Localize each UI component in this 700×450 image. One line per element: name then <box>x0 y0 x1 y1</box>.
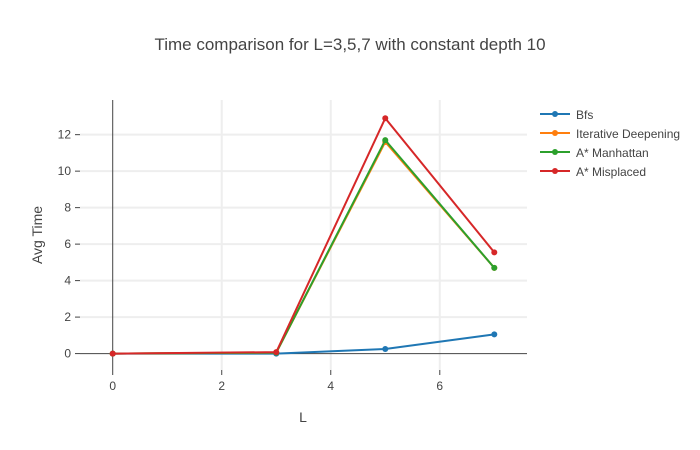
y-tick-label: 6 <box>64 237 71 251</box>
y-tick-label: 8 <box>64 201 71 215</box>
legend-swatch-marker <box>552 111 558 117</box>
chart-title: Time comparison for L=3,5,7 with constan… <box>154 35 546 54</box>
data-point-a-misplaced <box>382 115 389 122</box>
legend-swatch-marker <box>552 149 558 155</box>
data-point-bfs <box>491 331 498 338</box>
x-tick-label: 0 <box>109 379 116 393</box>
series-line-iterative-deepening <box>112 140 496 355</box>
legend-label: Iterative Deepening <box>576 126 681 141</box>
legend-swatch <box>540 105 570 124</box>
legend-item-a-manhattan[interactable]: A* Manhattan <box>540 143 680 162</box>
data-point-a-misplaced <box>273 349 280 356</box>
legend-item-iterative-deepening[interactable]: Iterative Deepening <box>540 124 680 143</box>
series-line-bfs <box>112 333 495 355</box>
y-tick-label: 10 <box>58 164 72 178</box>
legend-swatch-marker <box>552 168 558 174</box>
legend-label: Bfs <box>576 107 594 122</box>
data-point-a-misplaced <box>491 249 498 256</box>
legend: Bfs Iterative Deepening A* Manhattan A* Mis… <box>540 105 680 181</box>
legend-swatch <box>540 143 570 162</box>
y-axis-title: Avg Time <box>29 205 45 265</box>
y-tick-label: 2 <box>64 310 71 324</box>
legend-item-bfs[interactable]: Bfs <box>540 105 680 124</box>
data-point-a-manhattan <box>382 137 389 144</box>
legend-label: A* Manhattan <box>576 145 649 160</box>
legend-label: A* Misplaced <box>576 164 647 179</box>
legend-item-a-misplaced[interactable]: A* Misplaced <box>540 162 680 181</box>
series-line-a-misplaced <box>112 116 496 355</box>
legend-swatch <box>540 124 570 143</box>
data-point-a-manhattan <box>491 264 498 271</box>
x-tick-label: 4 <box>327 379 334 393</box>
x-axis-title: L <box>299 409 307 425</box>
x-tick-label: 6 <box>436 379 443 393</box>
y-tick-label: 0 <box>64 347 71 361</box>
data-point-a-misplaced <box>109 350 116 357</box>
y-tick-label: 4 <box>64 274 71 288</box>
series-line-a-manhattan <box>112 138 496 355</box>
x-tick-label: 2 <box>218 379 225 393</box>
legend-swatch <box>540 162 570 181</box>
legend-swatch-marker <box>552 130 558 136</box>
data-point-bfs <box>382 346 389 353</box>
y-tick-label: 12 <box>58 128 72 142</box>
